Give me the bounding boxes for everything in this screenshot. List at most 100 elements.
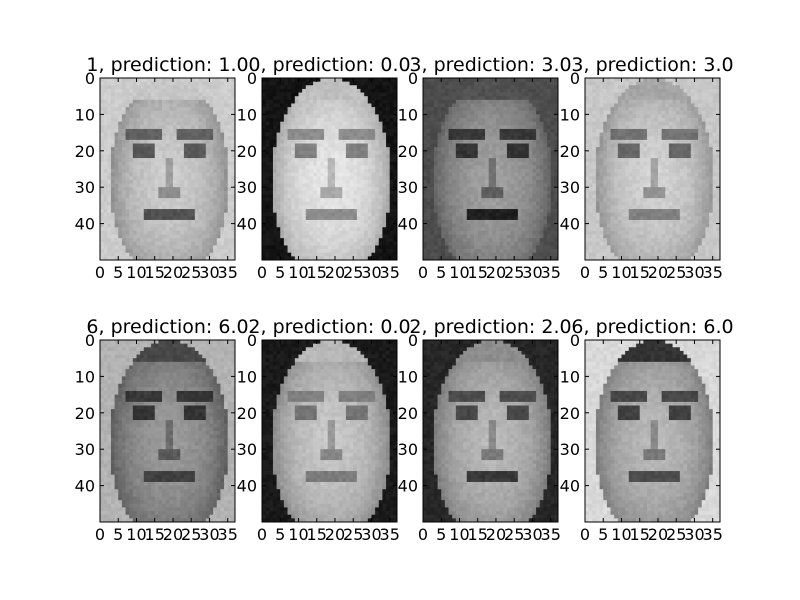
y-tick-label: 40 [398,215,418,234]
y-tick-label: 30 [75,440,95,459]
y-tick-label: 0 [408,331,418,350]
face-image [423,78,559,261]
x-tick-label: 30 [361,525,381,544]
x-tick-label: 15 [468,263,488,282]
x-tick-label: 0 [257,525,267,544]
x-tick-label: 30 [522,263,542,282]
y-tick-label: 10 [560,367,580,386]
y-tick-label: 10 [398,367,418,386]
y-tick-label: 20 [75,142,95,161]
x-tick-label: 30 [361,263,381,282]
x-tick-label: 0 [580,263,590,282]
x-tick-label: 10 [288,525,308,544]
x-tick-label: 30 [684,263,704,282]
face-image [100,340,236,523]
y-tick-label: 30 [560,440,580,459]
y-tick-label: 40 [237,477,257,496]
x-tick-label: 25 [181,263,201,282]
y-tick-label: 0 [85,69,95,88]
y-tick-label: 20 [398,404,418,423]
y-tick-label: 0 [408,69,418,88]
y-tick-label: 40 [560,477,580,496]
panel-title: 0, prediction: 0.0 [248,54,410,76]
y-tick-label: 20 [237,142,257,161]
y-tick-label: 0 [247,69,257,88]
x-tick-label: 5 [598,263,608,282]
x-tick-label: 0 [580,525,590,544]
y-tick-label: 10 [75,367,95,386]
x-tick-label: 35 [380,263,400,282]
y-tick-label: 30 [398,178,418,197]
y-tick-label: 40 [75,215,95,234]
x-tick-label: 25 [504,525,524,544]
x-tick-label: 10 [449,263,469,282]
panel-title: 6, prediction: 6.0 [571,316,733,338]
x-tick-label: 15 [145,263,165,282]
x-tick-label: 15 [468,525,488,544]
x-tick-label: 20 [325,263,345,282]
x-tick-label: 15 [307,525,327,544]
x-tick-label: 30 [522,525,542,544]
y-tick-label: 20 [237,404,257,423]
x-tick-label: 5 [275,525,285,544]
axes-frame [422,77,559,261]
y-tick-label: 20 [398,142,418,161]
x-tick-label: 0 [418,525,428,544]
y-tick-label: 10 [75,105,95,124]
x-tick-label: 25 [181,525,201,544]
x-tick-label: 20 [163,263,183,282]
x-tick-label: 35 [218,263,238,282]
x-tick-label: 30 [199,263,219,282]
y-tick-label: 0 [570,69,580,88]
x-tick-label: 10 [611,263,631,282]
x-tick-label: 25 [343,525,363,544]
x-tick-label: 15 [145,525,165,544]
x-tick-label: 0 [95,525,105,544]
x-tick-label: 5 [275,263,285,282]
y-tick-label: 30 [75,178,95,197]
x-tick-label: 5 [436,525,446,544]
x-tick-label: 20 [325,525,345,544]
x-tick-label: 20 [486,263,506,282]
y-tick-label: 20 [75,404,95,423]
x-tick-label: 10 [449,525,469,544]
x-tick-label: 35 [703,263,723,282]
x-tick-label: 35 [541,525,561,544]
y-tick-label: 30 [237,440,257,459]
x-tick-label: 10 [126,263,146,282]
y-tick-label: 30 [398,440,418,459]
panel-title: 6, prediction: 6.0 [86,316,248,338]
x-tick-label: 0 [257,263,267,282]
axes-frame [99,77,236,261]
face-image [423,340,559,523]
face-image [262,340,398,523]
panel-title: 1, prediction: 1.0 [86,54,248,76]
axes-frame [422,339,559,523]
x-tick-label: 20 [648,263,668,282]
face-image [100,78,236,261]
axes-frame [584,339,721,523]
y-tick-label: 20 [560,404,580,423]
x-tick-label: 15 [307,263,327,282]
x-tick-label: 20 [486,525,506,544]
x-tick-label: 35 [703,525,723,544]
y-tick-label: 40 [237,215,257,234]
x-tick-label: 10 [611,525,631,544]
y-tick-label: 10 [237,105,257,124]
y-tick-label: 40 [560,215,580,234]
x-tick-label: 10 [126,525,146,544]
y-tick-label: 30 [560,178,580,197]
y-tick-label: 0 [85,331,95,350]
panel-title: 3, prediction: 3.0 [571,54,733,76]
x-tick-label: 25 [666,525,686,544]
x-tick-label: 0 [95,263,105,282]
x-tick-label: 25 [666,263,686,282]
